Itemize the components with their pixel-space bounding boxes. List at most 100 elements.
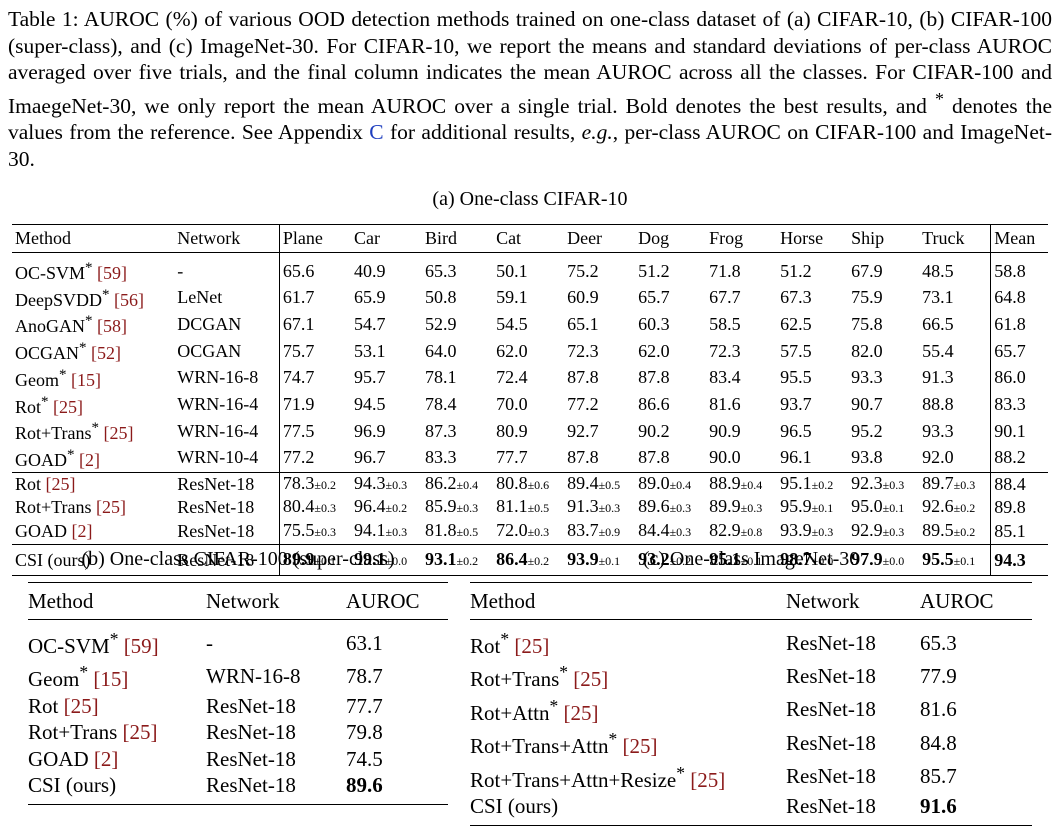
citation-link[interactable]: [15]: [71, 369, 101, 390]
value-cell: 96.7: [354, 447, 386, 468]
citation-link[interactable]: [25]: [63, 693, 99, 718]
auroc-value: 97.9: [851, 548, 883, 569]
auroc-value: 89.7: [922, 472, 954, 493]
citation-link[interactable]: [25]: [622, 734, 658, 759]
network-cell: ResNet-18: [786, 663, 876, 688]
reference-star: *: [79, 662, 89, 683]
imagenet30-table: Method Network AUROC Rot* [25] ResNet-18 65.…: [470, 582, 1032, 826]
auroc-value: 89.4: [567, 472, 599, 493]
auroc-value: 94.3: [354, 472, 386, 493]
auroc-cell: 78.7: [346, 663, 383, 688]
value-cell: 50.1: [496, 260, 528, 281]
citation-link[interactable]: [2]: [79, 449, 100, 470]
value-cell: 88.9±0.4: [706, 471, 778, 497]
method-cell: Rot+Trans* [25]: [470, 659, 786, 692]
value-cell: 99.1±0.0: [351, 543, 423, 576]
table-row: GOAD [2] ResNet-18 74.5: [28, 746, 448, 772]
network-cell: ResNet-18: [174, 471, 280, 497]
value-cell: 95.0±0.1: [848, 496, 919, 520]
column-header: Network: [177, 228, 241, 248]
value-cell: 87.3: [425, 420, 457, 441]
auroc-value: 95.9: [780, 496, 812, 517]
std-value: ±0.2: [953, 525, 976, 540]
appendix-link[interactable]: C: [369, 120, 384, 145]
auroc-value: 95.1: [780, 472, 812, 493]
method-cell: Rot+Trans+Attn* [25]: [470, 726, 786, 759]
citation-link[interactable]: [56]: [114, 289, 144, 310]
method-cell: Rot+Trans [25]: [12, 496, 174, 520]
value-cell: 65.6: [278, 252, 352, 285]
citation-link[interactable]: [25]: [53, 396, 84, 417]
citation-link[interactable]: [25]: [45, 473, 76, 494]
table-row: Rot+Attn* [25] ResNet-18 81.6: [470, 693, 1032, 726]
network-cell: -: [206, 630, 213, 655]
citation-link[interactable]: [58]: [97, 316, 127, 337]
value-cell: 40.9: [354, 260, 386, 281]
citation-link[interactable]: [25]: [563, 700, 599, 725]
citation-link[interactable]: [25]: [122, 720, 158, 745]
mean-value: 94.3: [994, 549, 1026, 570]
table-c-title: (c) One-class ImageNet-30: [642, 548, 860, 570]
method-name: Rot: [28, 693, 59, 718]
auroc-value: 80.8: [496, 472, 528, 493]
column-header: Mean: [990, 224, 1048, 253]
value-cell: 53.1: [354, 340, 386, 361]
auroc-value: 86.2: [425, 472, 457, 493]
auroc-value: 95.0: [851, 496, 883, 517]
std-value: ±0.3: [314, 501, 336, 516]
network-cell: WRN-16-8: [177, 367, 259, 388]
std-value: ±0.2: [953, 501, 976, 516]
value-cell: 84.4±0.3: [635, 520, 706, 544]
value-cell: 89.6±0.3: [635, 496, 706, 520]
value-cell: 92.0: [922, 447, 954, 468]
citation-link[interactable]: [59]: [97, 263, 128, 283]
citation-link[interactable]: [2]: [71, 521, 93, 542]
reference-star: *: [608, 729, 618, 750]
mean-cell: 64.8: [990, 284, 1048, 312]
citation-link[interactable]: [25]: [96, 497, 127, 518]
auroc-value: 80.4: [282, 496, 315, 517]
column-header: Bird: [425, 228, 458, 248]
value-cell: 93.3: [922, 420, 954, 441]
table-header-row: Method Network AUROC: [470, 583, 1032, 620]
method-name: OC-SVM: [28, 634, 110, 658]
method-name: OCGAN: [15, 343, 80, 364]
value-cell: 93.3: [851, 367, 883, 388]
std-value: ±0.3: [882, 477, 905, 492]
citation-link[interactable]: [25]: [573, 667, 609, 692]
mean-cell: 61.8: [990, 311, 1048, 339]
citation-link[interactable]: [25]: [103, 423, 134, 444]
std-value: ±0.1: [882, 501, 905, 516]
value-cell: 90.2: [638, 420, 670, 441]
caption-star: *: [934, 88, 944, 109]
value-cell: 54.5: [496, 313, 528, 334]
value-cell: 78.1: [425, 367, 457, 388]
mean-cell: 94.3: [990, 543, 1048, 576]
value-cell: 65.1: [567, 313, 599, 334]
auroc-value: 98.7: [780, 548, 812, 569]
std-value: ±0.1: [953, 553, 976, 568]
value-cell: 54.7: [354, 313, 386, 334]
citation-link[interactable]: [52]: [91, 343, 122, 364]
value-cell: 95.1±0.2: [777, 471, 849, 497]
network-cell: ResNet-18: [174, 543, 280, 576]
auroc-value: 93.2: [638, 548, 670, 569]
citation-link[interactable]: [25]: [690, 767, 726, 792]
method-name: Rot+Trans: [28, 720, 118, 745]
citation-link[interactable]: [15]: [93, 667, 129, 692]
column-header: Car: [354, 228, 381, 248]
value-cell: 92.7: [567, 420, 599, 441]
citation-link[interactable]: [59]: [123, 634, 159, 658]
column-header: Horse: [780, 228, 824, 248]
method-cell: GOAD* [2]: [12, 445, 174, 472]
column-header: AUROC: [346, 589, 420, 613]
citation-link[interactable]: [2]: [93, 746, 119, 771]
value-cell: 81.8±0.5: [422, 520, 493, 544]
auroc-value: 86.4: [496, 548, 528, 569]
network-cell: WRN-16-8: [206, 663, 301, 688]
network-cell: -: [177, 260, 184, 281]
citation-link[interactable]: [25]: [514, 634, 550, 658]
value-cell: 62.0: [638, 340, 670, 361]
std-value: ±0.6: [527, 477, 550, 492]
caption-eg: e.g.: [581, 120, 613, 145]
